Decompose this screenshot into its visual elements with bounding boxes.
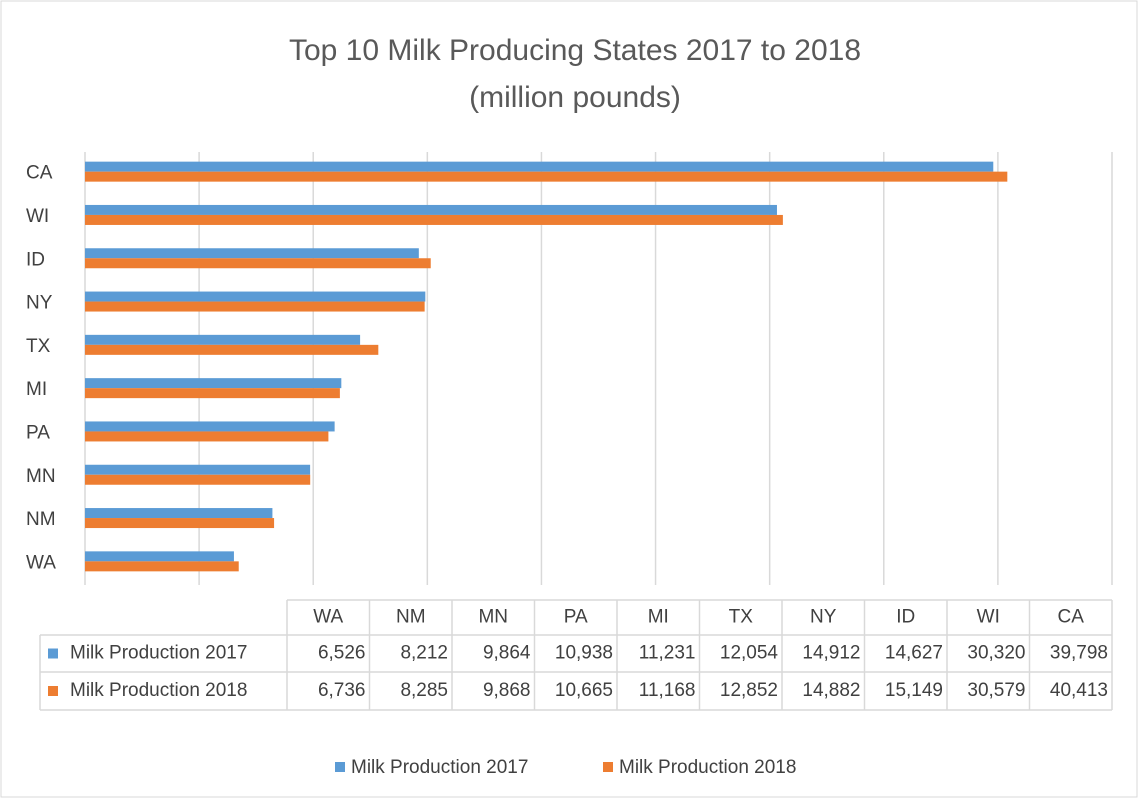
y-tick-label: MN [26, 466, 56, 487]
table-cell: 9,868 [483, 680, 531, 701]
legend-label: Milk Production 2017 [351, 757, 528, 778]
table-legend-key [48, 648, 58, 659]
table-cell: 15,149 [885, 680, 943, 701]
table-header: TX [729, 607, 754, 628]
chart-subtitle: (million pounds) [469, 81, 681, 114]
table-cell: 12,852 [720, 680, 778, 701]
table-cell: 9,864 [483, 643, 531, 664]
table-cell: 30,320 [967, 643, 1025, 664]
bar [85, 421, 335, 432]
bar [85, 161, 994, 172]
y-tick-label: TX [26, 336, 51, 357]
table-cell: 30,579 [967, 680, 1025, 701]
table-header: PA [564, 607, 588, 628]
table-cell: 8,212 [400, 643, 448, 664]
table-header: MN [478, 607, 508, 628]
table-cell: 14,882 [802, 680, 860, 701]
bar [85, 344, 379, 355]
bar [85, 561, 239, 572]
chart-title: Top 10 Milk Producing States 2017 to 201… [289, 34, 861, 67]
bar [85, 291, 426, 302]
table-header: ID [896, 607, 915, 628]
table-header: WI [977, 607, 1000, 628]
y-tick-label: NY [26, 293, 53, 314]
table-row-label: Milk Production 2017 [70, 643, 247, 664]
table-header: NM [396, 607, 426, 628]
table-cell: 6,526 [318, 643, 366, 664]
y-tick-label: PA [26, 422, 50, 443]
table-cell: 6,736 [318, 680, 366, 701]
bar [85, 388, 340, 399]
table-header: MI [648, 607, 669, 628]
table-cell: 40,413 [1050, 680, 1108, 701]
bar [85, 334, 361, 345]
table-cell: 12,054 [720, 643, 779, 664]
bar [85, 474, 311, 485]
bar [85, 204, 777, 215]
y-tick-label: NM [26, 509, 56, 530]
table-header: WA [313, 607, 343, 628]
y-tick-label: WI [26, 206, 49, 227]
bar [85, 464, 311, 475]
table-legend-key [48, 686, 58, 696]
legend-key [335, 762, 345, 772]
bar [85, 378, 342, 389]
table-cell: 10,938 [555, 643, 613, 664]
bar [85, 171, 1008, 182]
table-cell: 11,168 [639, 680, 696, 701]
table-header: NY [810, 607, 837, 628]
bar [85, 301, 425, 312]
bar [85, 258, 431, 269]
table-cell: 8,285 [400, 680, 448, 701]
bar [85, 551, 234, 562]
y-tick-label: ID [26, 249, 45, 270]
table-header: CA [1058, 607, 1085, 628]
table-cell: 39,798 [1050, 643, 1108, 664]
bar [85, 431, 329, 442]
table-cell: 14,912 [802, 643, 860, 664]
bar [85, 518, 275, 529]
y-tick-label: CA [26, 163, 53, 184]
legend-key [603, 762, 613, 772]
y-tick-label: MI [26, 379, 47, 400]
bar [85, 248, 419, 259]
legend-label: Milk Production 2018 [619, 757, 796, 778]
bar [85, 508, 273, 519]
y-tick-label: WA [26, 552, 56, 573]
table-cell: 11,231 [639, 643, 696, 664]
table-row-label: Milk Production 2018 [70, 680, 247, 701]
bar [85, 214, 783, 225]
table-cell: 14,627 [885, 643, 943, 664]
table-cell: 10,665 [555, 680, 613, 701]
